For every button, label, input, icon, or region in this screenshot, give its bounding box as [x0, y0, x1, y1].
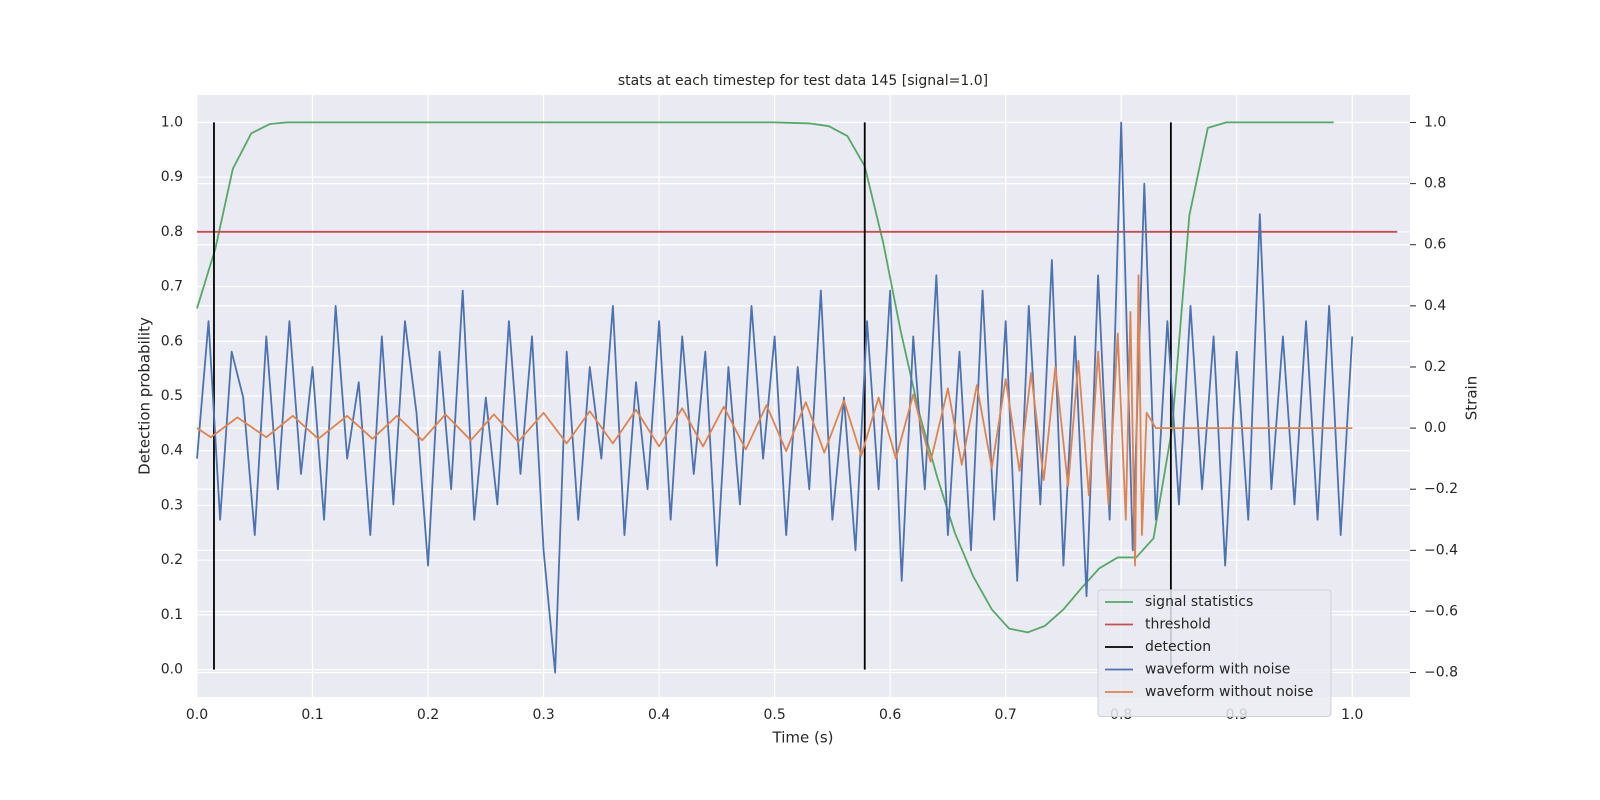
y2-tick-label: −0.2	[1424, 481, 1458, 497]
y2-tick-label: 0.0	[1424, 420, 1446, 436]
y-tick-label: 0.7	[161, 279, 183, 295]
x-tick-label: 0.7	[995, 707, 1017, 723]
y2-tick-label: 0.4	[1424, 298, 1446, 314]
y-tick-label: 0.1	[161, 607, 183, 623]
legend-label: signal statistics	[1145, 594, 1253, 610]
y2-tick-label: 0.6	[1424, 237, 1446, 253]
legend-label: waveform with noise	[1145, 662, 1290, 678]
marks	[196, 121, 1398, 674]
y-tick-label: 0.6	[161, 333, 183, 349]
y2-tick-label: 0.8	[1424, 176, 1446, 192]
y2-tick-label: 1.0	[1424, 115, 1446, 131]
y-tick-label: 0.9	[161, 169, 183, 185]
y-tick-label: 0.3	[161, 497, 183, 513]
y-tick-label: 0.4	[161, 443, 183, 459]
y2-axis-label: Strain	[1463, 376, 1481, 420]
x-tick-label: 1.0	[1341, 707, 1363, 723]
y-tick-label: 0.5	[161, 388, 183, 404]
legend-label: waveform without noise	[1145, 684, 1313, 700]
x-tick-label: 0.4	[648, 707, 670, 723]
legend-label: threshold	[1145, 617, 1211, 633]
series-line	[196, 274, 1353, 567]
y-axis-label: Detection probability	[136, 317, 154, 475]
legend-box	[1097, 589, 1332, 717]
legend: signal statistics threshold detection wavef…	[1097, 589, 1332, 717]
chart-title: stats at each timestep for test data 145…	[618, 73, 988, 89]
x-tick-label: 0.5	[763, 707, 785, 723]
series-line	[196, 121, 1334, 634]
x-tick-label: 0.1	[301, 707, 323, 723]
series-line	[196, 121, 1354, 674]
y-tick-label: 1.0	[161, 114, 183, 130]
y2-tick-label: −0.4	[1424, 542, 1458, 558]
x-tick-label: 0.2	[417, 707, 439, 723]
y2-tick-label: −0.6	[1424, 603, 1458, 619]
x-axis-label: Time (s)	[772, 729, 834, 747]
y-tick-label: 0.0	[161, 662, 183, 678]
x-tick-label: 0.0	[186, 707, 208, 723]
x-tick-label: 0.6	[879, 707, 901, 723]
y2-tick-label: −0.8	[1424, 665, 1458, 681]
y-tick-label: 0.2	[161, 552, 183, 568]
axes: 0.0 0.1 0.2 0.3 0.4 0.5 0.6 0.7 0.8 0.9 1.0 0.0 0.1 0…	[161, 114, 1458, 723]
y2-tick-label: 0.2	[1424, 359, 1446, 375]
legend-label: detection	[1145, 639, 1211, 655]
x-tick-label: 0.3	[532, 707, 554, 723]
y-tick-label: 0.8	[161, 224, 183, 240]
